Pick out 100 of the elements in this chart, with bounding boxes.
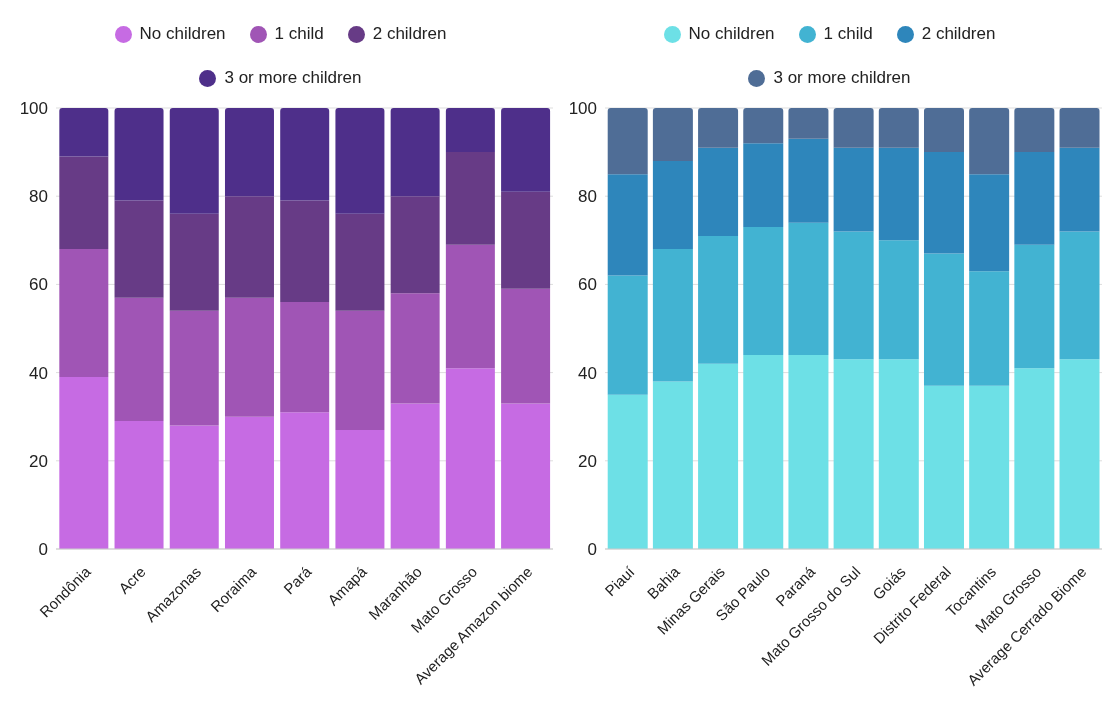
bar [698,147,739,236]
bar [698,108,739,148]
bar [224,108,274,197]
legend-label: 3 or more children [773,67,911,89]
bar [833,147,874,232]
bar [969,108,1010,175]
bar [280,200,330,303]
y-tick-label: 60 [578,275,597,295]
bar [788,108,829,139]
bar [445,108,495,153]
bar [390,108,440,197]
bar [59,249,109,378]
bar [788,138,829,223]
bar [59,108,109,157]
bar [335,108,385,214]
bar [607,394,648,549]
y-tick-label: 100 [568,99,597,119]
bar [501,108,551,192]
bar [280,108,330,201]
bar [59,156,109,250]
bar [335,310,385,430]
legend-label: 2 children [372,23,447,45]
bar [224,297,274,417]
y-tick-label: 40 [29,363,48,383]
bar [1059,108,1100,148]
bar [1014,108,1055,153]
bar [923,253,964,386]
bar [743,354,784,549]
y-tick-label: 80 [29,187,48,207]
bar [169,425,219,549]
legend-label: 1 child [274,23,324,45]
bar [445,244,495,369]
bar [833,231,874,360]
bar [224,196,274,298]
bar [1014,368,1055,549]
bar [652,249,693,382]
bar [169,108,219,214]
bar [743,143,784,228]
bar [652,108,693,161]
bar [335,429,385,549]
y-tick-label: 80 [578,187,597,207]
bar [445,152,495,245]
bar [607,275,648,395]
bar [445,368,495,549]
y-tick-label: 20 [578,451,597,471]
bar [169,310,219,426]
bar [969,271,1010,386]
bar [969,174,1010,272]
legend-label: 3 or more children [224,67,362,89]
bar [280,412,330,549]
bar [833,108,874,148]
bar [698,363,739,549]
bar [390,403,440,549]
bar [1059,231,1100,360]
bar [501,288,551,404]
bar [923,152,964,254]
bar [878,359,919,549]
bar [114,200,164,298]
bar [743,227,784,355]
bar [607,108,648,175]
bar [59,377,109,549]
bar [878,147,919,241]
bar [698,235,739,364]
bar [1014,152,1055,245]
bar [169,213,219,311]
bar [788,222,829,355]
y-tick-label: 60 [29,275,48,295]
y-tick-label: 0 [587,540,597,560]
bar [224,416,274,549]
y-tick-label: 100 [19,99,48,119]
legend-label: 2 children [921,23,996,45]
y-tick-label: 0 [38,540,48,560]
bar [607,174,648,276]
y-tick-label: 20 [29,451,48,471]
y-tick-label: 40 [578,363,597,383]
bar [114,297,164,422]
bar [878,108,919,148]
bar [114,108,164,201]
bar [501,403,551,549]
bar [652,160,693,250]
bar [969,385,1010,549]
bar [833,359,874,549]
bar [114,421,164,549]
bar [390,196,440,294]
bar [280,302,330,413]
bar [743,108,784,144]
bar [501,191,551,289]
bar [1014,244,1055,369]
bar [923,108,964,153]
bar [788,354,829,549]
bar [652,381,693,549]
bar [335,213,385,311]
legend-label: No children [688,23,775,45]
legend-label: 1 child [823,23,873,45]
legend-label: No children [139,23,226,45]
bar [390,293,440,404]
bar [878,240,919,360]
bar [1059,359,1100,549]
bar [923,385,964,549]
bar [1059,147,1100,232]
